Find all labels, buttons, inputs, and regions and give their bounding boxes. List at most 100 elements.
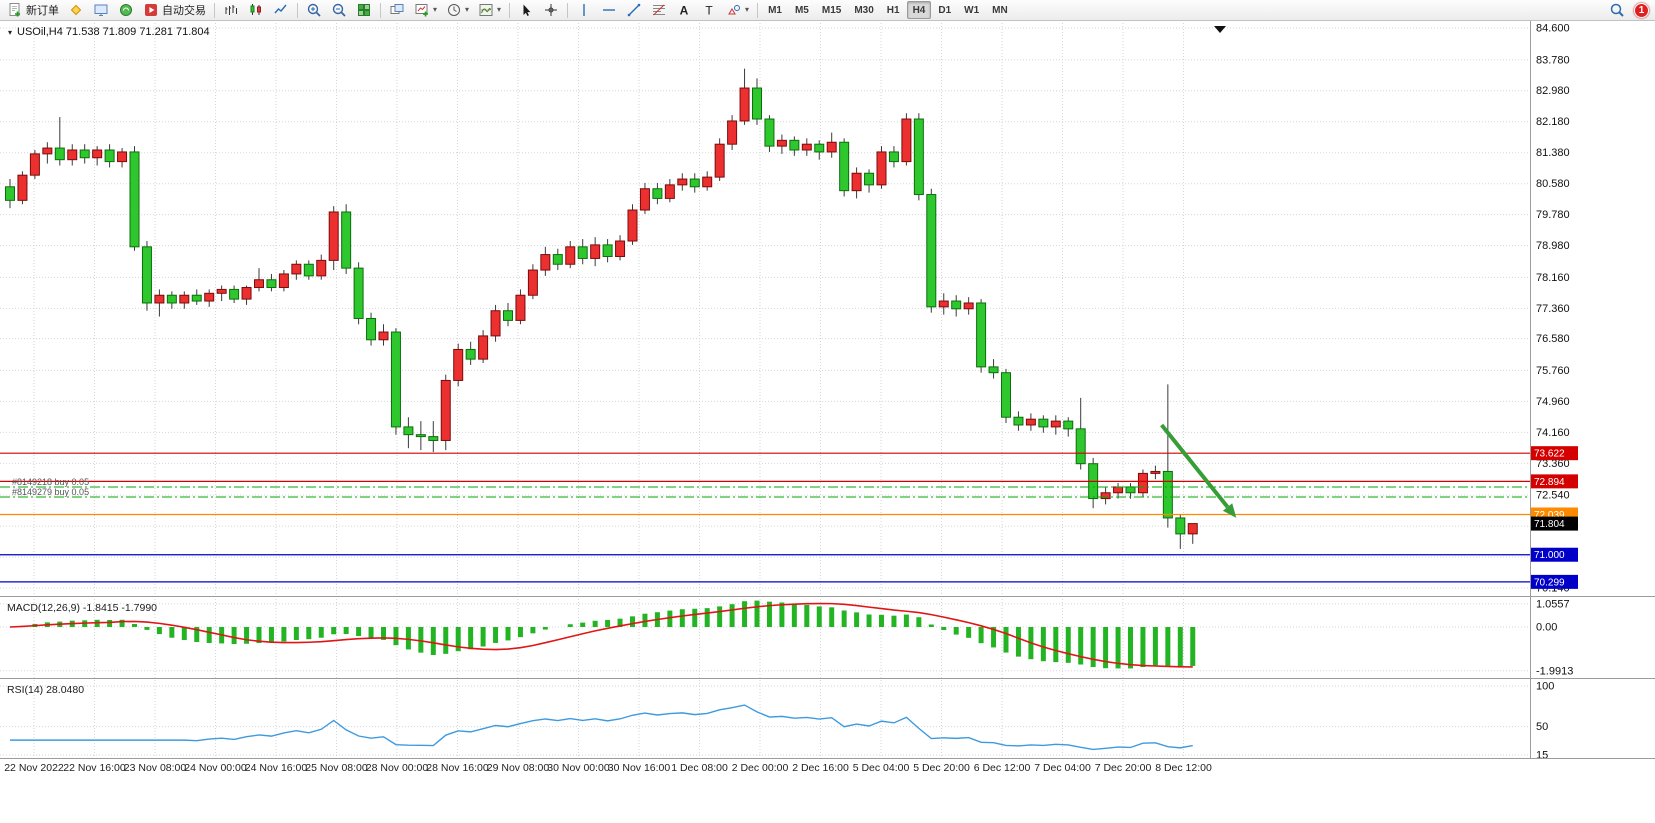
candlestick: [54, 147, 65, 161]
search-button[interactable]: [1605, 1, 1629, 20]
time-axis-label: 22 Nov 16:00: [63, 762, 126, 774]
toolbar-separator: [297, 2, 298, 18]
autotrade-button-label: 自动交易: [162, 5, 206, 17]
candlestick: [1001, 372, 1011, 418]
chart-canvas[interactable]: 84.600 83.780 82.980 82.180 81.380 80.580 79.7…: [0, 21, 1655, 823]
candlestick: [689, 178, 700, 188]
toolbar-separator: [757, 2, 759, 18]
macd-indicator-label: MACD(12,26,9) -1.8415 -1.7990: [7, 602, 157, 614]
time-axis-label: 24 Nov 16:00: [245, 762, 308, 774]
timeframe-m5[interactable]: M5: [794, 4, 809, 16]
macd-scale-label: 0.00: [1536, 622, 1557, 634]
time-axis-label: 29 Nov 08:00: [487, 762, 550, 774]
candlestick: [1175, 517, 1186, 535]
candlestick: [888, 151, 899, 163]
time-axis-label: 22 Nov 2022: [4, 762, 64, 774]
data-window-button[interactable]: [89, 1, 113, 20]
candlestick: [104, 149, 115, 163]
candlestick: [976, 302, 987, 368]
timeframe-mn[interactable]: MN: [992, 4, 1008, 16]
price-scale-label: 76.580: [1536, 333, 1570, 345]
candles-icon: [248, 2, 264, 18]
candlestick: [702, 176, 713, 188]
timeframe-w1[interactable]: W1: [964, 4, 980, 16]
chevron-down-icon: ▾: [433, 5, 438, 14]
candlestick: [440, 379, 451, 441]
text-label-button[interactable]: T: [697, 1, 721, 20]
candlestick: [166, 294, 177, 304]
new-chart-button[interactable]: ▾: [410, 1, 441, 20]
cascade-windows-button[interactable]: [385, 1, 409, 20]
text-button[interactable]: A: [672, 1, 696, 20]
candlestick: [714, 143, 725, 178]
crosshair-button[interactable]: [539, 1, 563, 20]
vertical-line-button[interactable]: [572, 1, 596, 20]
time-axis-label: 30 Nov 16:00: [608, 762, 671, 774]
time-axis-label: 2 Dec 16:00: [792, 762, 849, 774]
candlestick-chart-button[interactable]: [244, 1, 268, 20]
candlestick: [1075, 428, 1086, 465]
indicator-icon: [478, 2, 494, 18]
timeframe-d1[interactable]: D1: [938, 4, 952, 16]
cursor-button[interactable]: [514, 1, 538, 20]
fibonacci-button[interactable]: [647, 1, 671, 20]
monitor-icon: [93, 2, 109, 18]
timeframe-m30[interactable]: M30: [854, 4, 874, 16]
price-scale-label: 75.760: [1536, 365, 1570, 377]
candlestick: [1162, 470, 1173, 519]
candlestick: [291, 263, 302, 275]
zoom-in-button[interactable]: [302, 1, 326, 20]
metaeditor-button[interactable]: [64, 1, 88, 20]
trend-arrow[interactable]: [1160, 423, 1230, 509]
symbol-dropdown-icon[interactable]: ▾: [8, 27, 13, 37]
time-axis-label: 25 Nov 08:00: [305, 762, 368, 774]
doc-plus-icon: [7, 2, 23, 18]
time-axis-label: 6 Dec 12:00: [974, 762, 1031, 774]
line-chart-button[interactable]: [269, 1, 293, 20]
fibo-icon: [651, 2, 667, 18]
timeframe-m1[interactable]: M1: [768, 4, 782, 16]
candlestick: [926, 194, 937, 308]
current-price-label-text: 71.804: [1534, 519, 1565, 530]
chevron-down-icon: ▾: [497, 5, 502, 14]
timeframe-h4[interactable]: H4: [906, 1, 932, 19]
timeframe-h1[interactable]: H1: [886, 4, 900, 16]
horizontal-line-button[interactable]: [597, 1, 621, 20]
autotrade-button[interactable]: 自动交易: [139, 1, 210, 20]
candlestick: [92, 149, 103, 159]
candlestick: [5, 186, 15, 201]
toolbar-separator: [214, 2, 215, 18]
candlestick: [29, 153, 40, 176]
macd-scale-label: -1.9913: [1536, 665, 1573, 677]
candlestick: [988, 366, 999, 374]
timeframe-m15[interactable]: M15: [821, 4, 842, 16]
price-line-label-text: 71.000: [1534, 550, 1565, 561]
templates-button[interactable]: ▾: [474, 1, 505, 20]
candlestick: [503, 310, 513, 321]
chart-shift-marker-icon[interactable]: [1214, 26, 1226, 33]
price-scale-label: 83.780: [1536, 54, 1570, 66]
price-scale-label: 78.980: [1536, 240, 1570, 252]
candlestick: [876, 151, 887, 186]
main-toolbar: 新订单 自动交易 ▾ ▾ ▾ A T ▾ M1 M5 M15 M30 H1 H4 D1 W1 MN 1: [0, 0, 1655, 21]
tile-windows-button[interactable]: [352, 1, 376, 20]
new-order-button[interactable]: 新订单: [3, 1, 63, 20]
trendline-button[interactable]: [622, 1, 646, 20]
shapes-icon: [726, 2, 742, 18]
bar-chart-button[interactable]: [219, 1, 243, 20]
order-line-label: #8149279 buy 0.05: [12, 487, 89, 497]
candlestick: [390, 331, 401, 428]
candlestick: [552, 254, 563, 265]
zoom-out-button[interactable]: [327, 1, 351, 20]
candlestick: [490, 310, 501, 337]
candlestick: [278, 273, 289, 288]
toolbar-separator: [509, 2, 511, 18]
candlestick: [117, 151, 128, 163]
candlestick: [415, 434, 426, 438]
price-scale-label: 82.980: [1536, 85, 1570, 97]
notification-badge[interactable]: 1: [1634, 2, 1649, 18]
strategy-tester-button[interactable]: [114, 1, 138, 20]
candlestick: [664, 184, 675, 199]
arrows-button[interactable]: ▾: [722, 1, 753, 20]
periods-button[interactable]: ▾: [442, 1, 473, 20]
